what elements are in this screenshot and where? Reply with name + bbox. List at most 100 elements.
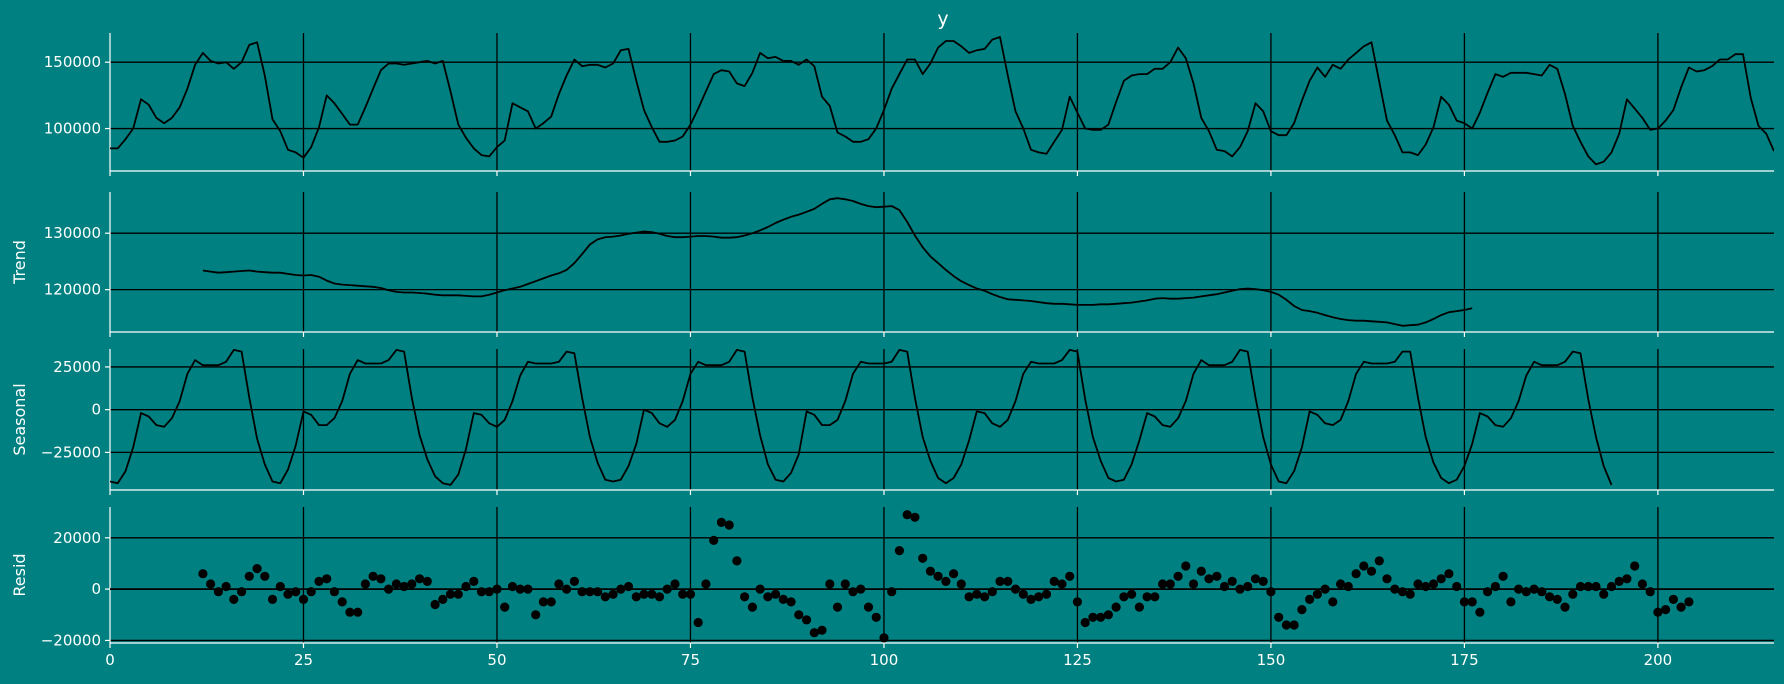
residual-point [1181, 561, 1191, 571]
residual-point [329, 587, 339, 597]
y-tick-label: 25000 [53, 358, 101, 376]
residual-point [267, 594, 278, 605]
residual-point [1250, 574, 1261, 584]
residual-point [832, 602, 843, 612]
residual-point [384, 584, 394, 594]
residual-point [1568, 589, 1578, 599]
residual-point [353, 607, 363, 617]
residual-point [1049, 576, 1059, 587]
residual-point [562, 584, 572, 594]
residual-point [817, 625, 827, 635]
residual-point [453, 589, 463, 599]
data-layer [110, 36, 1774, 166]
residual-point [492, 584, 502, 594]
residual-point [600, 592, 610, 602]
residual-point [755, 584, 765, 594]
residual-point [1436, 574, 1446, 584]
residual-point [1545, 592, 1555, 602]
residual-point [647, 589, 657, 599]
residual-point [933, 571, 943, 581]
residual-point [802, 615, 812, 625]
residual-point [1421, 581, 1431, 592]
residual-point [1235, 584, 1245, 594]
residual-point [1343, 581, 1353, 592]
residual-point [1537, 587, 1547, 597]
y-tick-label: −20000 [41, 631, 101, 649]
residual-point [476, 587, 487, 597]
residual-point [252, 564, 262, 574]
residual-point [244, 571, 254, 581]
residual-point [585, 587, 595, 597]
residual-point [1467, 597, 1477, 607]
residual-point [724, 520, 734, 530]
residual-point [1134, 602, 1144, 612]
residual-point [1452, 581, 1462, 592]
residual-point [1560, 602, 1570, 612]
residual-point [1328, 597, 1338, 607]
residual-point [1219, 581, 1230, 592]
residual-point [778, 594, 788, 605]
residual-point [1614, 576, 1624, 587]
residual-point [1630, 561, 1640, 571]
residual-point [964, 592, 974, 602]
residual-point [1080, 617, 1090, 628]
chart-title: y [937, 8, 948, 30]
residual-point [1366, 566, 1377, 576]
y-tick-label: 150000 [44, 53, 101, 71]
residual-point [538, 597, 549, 607]
residual-point [786, 597, 796, 607]
residual-point [956, 579, 966, 589]
residual-point [368, 571, 378, 581]
residual-point [693, 617, 703, 628]
residual-point [438, 594, 448, 605]
residual-point [484, 587, 494, 597]
residual-point [1498, 571, 1508, 581]
x-tick-label: 50 [487, 651, 506, 669]
residual-point [1575, 581, 1586, 592]
residual-point [1475, 607, 1485, 617]
residual-point [616, 584, 626, 594]
residual-point [1382, 574, 1392, 584]
residual-point [1645, 587, 1655, 597]
residual-point [631, 592, 641, 602]
residual-point [1305, 594, 1315, 605]
residual-point [1034, 592, 1044, 602]
residual-point [709, 535, 719, 546]
residual-point [1684, 597, 1694, 607]
panel-3: −25000 0 25000 Seasonal [10, 349, 1774, 495]
residual-point [1188, 579, 1199, 589]
residual-point [608, 589, 618, 599]
residual-point [461, 581, 471, 592]
residual-point [275, 581, 285, 592]
residual-point [337, 597, 347, 607]
residual-point [1026, 594, 1036, 605]
residual-point [771, 589, 781, 599]
residual-point [1591, 581, 1601, 592]
residual-point [298, 594, 309, 605]
residual-point [1173, 571, 1183, 581]
residual-point [879, 633, 889, 643]
y-tick-label: 0 [91, 580, 101, 598]
residual-point [670, 579, 680, 589]
residual-point [1289, 620, 1299, 630]
residual-point [716, 517, 727, 528]
residual-point [1243, 581, 1253, 592]
residual-point [1111, 602, 1121, 612]
residual-point [1266, 587, 1276, 597]
residual-point [972, 589, 982, 599]
residual-point [894, 546, 905, 556]
residual-point [407, 579, 417, 589]
residual-point [1088, 612, 1098, 622]
residual-point [987, 587, 997, 597]
residual-point [840, 579, 850, 589]
residual-point [206, 579, 216, 589]
residual-point [747, 602, 758, 612]
residual-point [1274, 612, 1284, 622]
residual-point [980, 592, 990, 602]
residual-point [469, 576, 479, 587]
residual-point [732, 556, 742, 566]
x-tick-label: 175 [1450, 651, 1479, 669]
residual-point [1359, 561, 1369, 571]
residual-point [515, 584, 525, 594]
